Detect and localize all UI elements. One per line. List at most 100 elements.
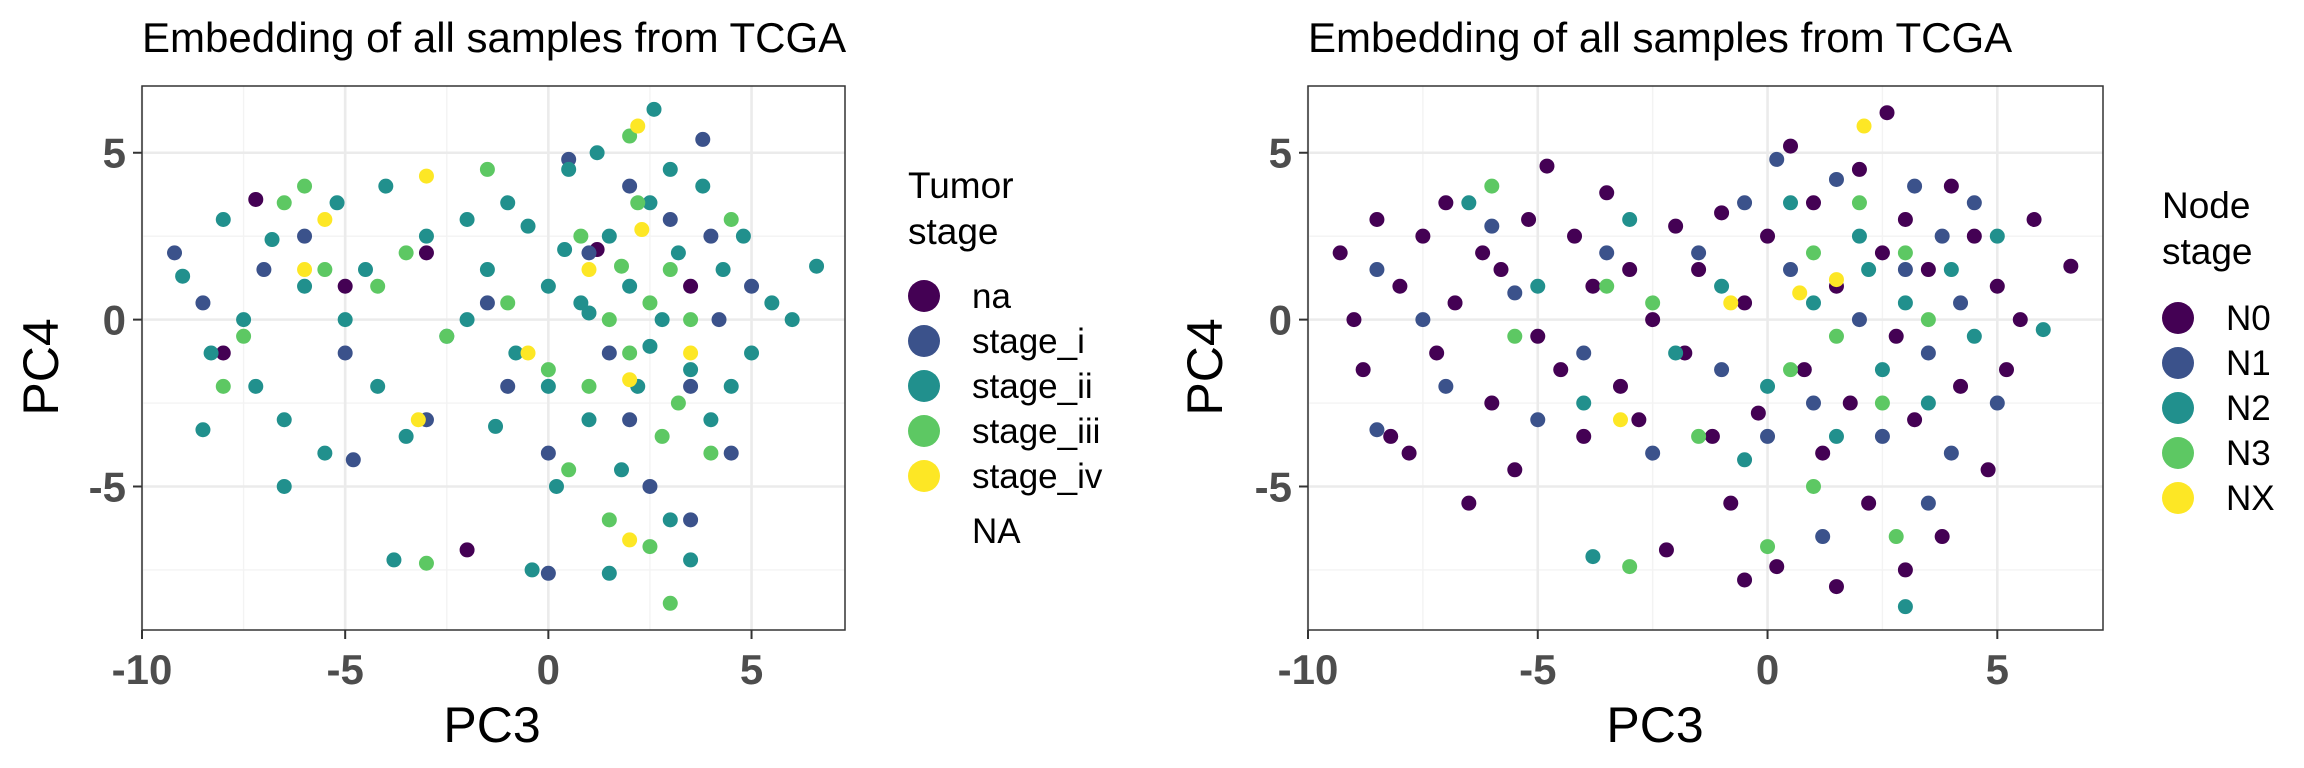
data-point-stage-i xyxy=(601,345,617,361)
legend-key-stage-i xyxy=(908,325,940,357)
data-point-stage-iv xyxy=(297,262,313,278)
data-point-n0 xyxy=(2026,211,2042,227)
legend-key-stage-ii xyxy=(908,370,940,402)
data-point-n2 xyxy=(1897,295,1913,311)
data-point-stage-i xyxy=(479,295,495,311)
legend: Tumor stage na stage_i stage_ii stage_iiist… xyxy=(908,165,1103,551)
data-point-n0 xyxy=(1861,495,1877,511)
data-point-n3 xyxy=(1484,178,1500,194)
data-point-n2 xyxy=(1668,345,1684,361)
data-point-stage-iv xyxy=(630,118,646,134)
data-point-n1 xyxy=(1507,285,1523,301)
data-point-n0 xyxy=(1874,245,1890,261)
data-point-stage-ii xyxy=(654,312,670,328)
plot-title: Embedding of all samples from TCGA xyxy=(1308,14,2012,61)
data-point-n0 xyxy=(1484,395,1500,411)
data-point-n0 xyxy=(2012,312,2028,328)
data-point-n1 xyxy=(1874,428,1890,444)
data-point-stage-i xyxy=(683,512,699,528)
data-point-n2 xyxy=(1714,278,1730,294)
data-point-n0 xyxy=(1980,462,1996,478)
data-point-stage-iii xyxy=(398,245,414,261)
data-point-n0 xyxy=(1429,345,1445,361)
data-point-n1 xyxy=(1737,195,1753,211)
data-points xyxy=(167,101,825,611)
data-point-n0 xyxy=(1966,228,1982,244)
legend-label-nx: NX xyxy=(2226,479,2275,518)
data-point-stage-iii xyxy=(662,595,678,611)
data-point-stage-ii xyxy=(703,412,719,428)
data-point-n0 xyxy=(1934,529,1950,545)
data-point-stage-i xyxy=(622,178,638,194)
data-point-stage-iii xyxy=(642,539,658,555)
data-point-n2 xyxy=(1805,295,1821,311)
data-point-n3 xyxy=(1622,559,1638,575)
y-axis-title: PC4 xyxy=(1177,318,1233,415)
y-tick-label: 0 xyxy=(103,297,126,344)
data-point-n0 xyxy=(1438,195,1454,211)
data-point-stage-iv xyxy=(410,412,426,428)
data-point-stage-ii xyxy=(581,412,597,428)
data-point-stage-ii xyxy=(276,478,292,494)
y-tick-label: 5 xyxy=(103,130,126,177)
legend-label-n2: N2 xyxy=(2226,389,2271,428)
data-point-stage-i xyxy=(581,245,597,261)
data-point-stage-ii xyxy=(500,195,516,211)
data-point-nx xyxy=(1612,412,1628,428)
data-point-n2 xyxy=(1861,262,1877,278)
legend-key-nx xyxy=(2162,482,2194,514)
y-tick-label: -5 xyxy=(89,463,126,510)
legend-key-stage-iv xyxy=(908,460,940,492)
data-point-stage-iv xyxy=(581,262,597,278)
data-point-stage-i xyxy=(195,295,211,311)
legend-label-na-missing: NA xyxy=(972,512,1021,551)
data-point-stage-iii xyxy=(540,362,556,378)
data-point-n0 xyxy=(1953,378,1969,394)
data-point-n0 xyxy=(1796,362,1812,378)
data-point-n0 xyxy=(1493,262,1509,278)
data-point-stage-i xyxy=(744,278,760,294)
panel-background xyxy=(142,86,845,630)
data-point-stage-iii xyxy=(630,195,646,211)
legend-label-n1: N1 xyxy=(2226,344,2271,383)
data-point-n2 xyxy=(1874,362,1890,378)
data-point-stage-ii xyxy=(642,338,658,354)
data-point-stage-ii xyxy=(540,278,556,294)
panel-background xyxy=(1308,86,2103,630)
data-point-stage-ii xyxy=(548,478,564,494)
data-point-stage-iii xyxy=(601,312,617,328)
data-point-stage-ii xyxy=(370,378,386,394)
legend-label-na: na xyxy=(972,277,1011,316)
data-point-stage-ii xyxy=(744,345,760,361)
data-point-stage-iii xyxy=(662,262,678,278)
data-point-stage-ii xyxy=(317,445,333,461)
data-point-stage-iv xyxy=(683,345,699,361)
data-point-na xyxy=(683,278,699,294)
data-point-stage-iii xyxy=(317,262,333,278)
y-tick-label: 0 xyxy=(1269,297,1292,344)
axis-ticks: -10 -5 0 5 -5 0 5 xyxy=(89,130,764,693)
data-point-n0 xyxy=(1567,228,1583,244)
data-point-n0 xyxy=(1415,228,1431,244)
legend-label-n3: N3 xyxy=(2226,434,2271,473)
data-point-n0 xyxy=(1658,542,1674,558)
data-point-n2 xyxy=(1461,195,1477,211)
x-tick-label: 0 xyxy=(1756,646,1779,693)
data-point-n2 xyxy=(1966,328,1982,344)
data-point-n0 xyxy=(1842,395,1858,411)
data-point-n3 xyxy=(1851,195,1867,211)
data-point-n2 xyxy=(1897,599,1913,615)
data-point-n0 xyxy=(1346,312,1362,328)
data-point-stage-i xyxy=(500,378,516,394)
data-point-n1 xyxy=(1815,529,1831,545)
data-point-n1 xyxy=(1897,262,1913,278)
data-point-stage-i xyxy=(337,345,353,361)
data-point-n0 xyxy=(1369,211,1385,227)
data-point-n0 xyxy=(1645,312,1661,328)
data-point-n0 xyxy=(1553,362,1569,378)
data-point-n3 xyxy=(1645,295,1661,311)
data-point-stage-iii xyxy=(683,312,699,328)
data-point-n3 xyxy=(1760,539,1776,555)
data-point-n1 xyxy=(1645,445,1661,461)
